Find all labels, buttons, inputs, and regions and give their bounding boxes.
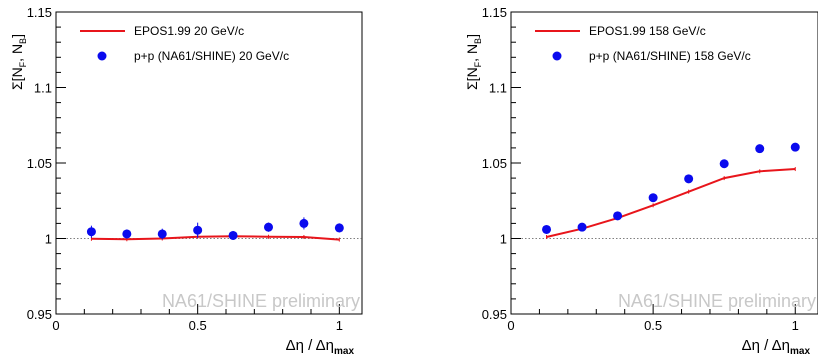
panel-left-legend-label: EPOS1.99 20 GeV/c [134, 24, 244, 38]
panel-right-xtick-label: 1 [792, 318, 799, 333]
panel-right-ytick-label: 0.95 [482, 307, 507, 322]
panel-left-data-point [122, 229, 132, 239]
panel-left-ytick-label: 1 [45, 232, 52, 247]
panel-right-xlabel: Δη / Δηmax [742, 337, 811, 357]
panel-left-series-line [91, 235, 340, 241]
panel-right-data-point [684, 174, 694, 184]
panel-left-data-point [157, 229, 167, 239]
panel-left-xtick-label: 1 [336, 318, 343, 333]
panel-left-legend-point-swatch [97, 51, 107, 61]
panel-left-data-point [264, 222, 273, 232]
panel-right-ytick-label: 1 [500, 232, 507, 247]
panel-right-data-point [648, 193, 658, 203]
panel-right-data-point [542, 224, 552, 234]
panel-right-legend-label: EPOS1.99 158 GeV/c [589, 24, 706, 38]
panel-right-data-point [790, 142, 800, 152]
panel-left-plot: 0.95 1 1.05 1.1 1.15 0 0.5 1 Σ[NF, NB] Δη / Δηmax… [9, 5, 363, 357]
panel-left-ytick-label: 0.95 [27, 307, 52, 322]
panel-left-ytick-label: 1.05 [27, 156, 52, 171]
panel-left-data-point [228, 230, 238, 240]
panel-right-data-point [613, 211, 623, 221]
panel-left-ytick-label: 1.15 [27, 5, 52, 20]
panel-right-data-point [755, 144, 765, 154]
panel-right-xtick-label: 0.5 [644, 318, 662, 333]
panel-right-ytick-label: 1.15 [482, 5, 507, 20]
panel-left-xtick-label: 0.5 [189, 318, 207, 333]
panel-left-ytick-label: 1.1 [34, 81, 52, 96]
panel-right-watermark: NA61/SHINE preliminary [618, 291, 816, 311]
panel-right-legend-label: p+p (NA61/SHINE) 158 GeV/c [589, 49, 751, 63]
panel-left-data-point [299, 218, 309, 228]
panel-right-xtick-label: 0 [507, 318, 514, 333]
panel-left-data-point [86, 227, 96, 237]
panel-right-series-line [546, 168, 796, 238]
panel-right-plot: 0.95 1 1.05 1.1 1.15 0 0.5 1 Σ[NF, NB] Δη / Δηmax… [464, 5, 818, 357]
panel-left-data-point [193, 225, 203, 235]
panel-left-legend-label: p+p (NA61/SHINE) 20 GeV/c [134, 49, 289, 63]
panel-right-ytick-label: 1.05 [482, 156, 507, 171]
panel-right-legend-point-swatch [552, 51, 562, 61]
panel-right-ytick-label: 1.1 [489, 81, 507, 96]
panel-right-ylabel: Σ[NF, NB] [464, 34, 483, 90]
panel-left-data-point [334, 223, 344, 233]
panel-left-xlabel: Δη / Δηmax [286, 337, 355, 357]
panel-left-xtick-label: 0 [52, 318, 59, 333]
panel-right-data-point [577, 222, 587, 232]
panel-left-ylabel: Σ[NF, NB] [9, 34, 28, 90]
panel-right-data-point [719, 159, 729, 169]
panel-left-watermark: NA61/SHINE preliminary [162, 291, 360, 311]
